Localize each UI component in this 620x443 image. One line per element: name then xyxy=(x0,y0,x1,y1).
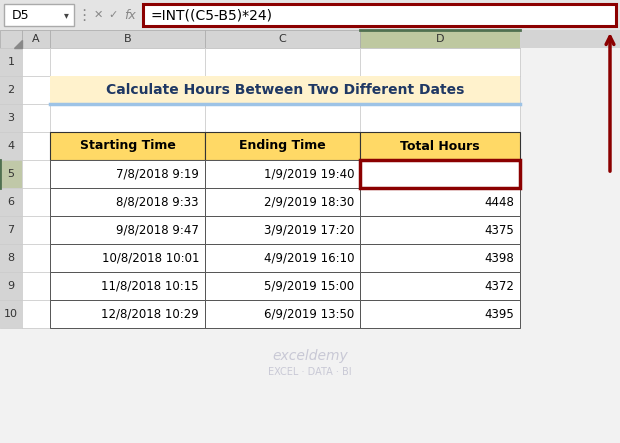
Text: EXCEL · DATA · BI: EXCEL · DATA · BI xyxy=(268,367,352,377)
Text: 8: 8 xyxy=(7,253,14,263)
Bar xyxy=(50,30,205,48)
Bar xyxy=(50,300,205,328)
Text: 4448: 4448 xyxy=(484,195,514,209)
Bar xyxy=(50,216,205,244)
Bar xyxy=(520,48,620,328)
Bar xyxy=(360,272,520,300)
Text: 4372: 4372 xyxy=(484,280,514,292)
Polygon shape xyxy=(14,40,22,48)
Text: 7: 7 xyxy=(7,225,14,235)
Text: 4395: 4395 xyxy=(484,307,514,320)
Text: 2: 2 xyxy=(7,85,14,95)
Text: 11/8/2018 10:15: 11/8/2018 10:15 xyxy=(102,280,199,292)
Text: 9: 9 xyxy=(7,281,14,291)
Text: Ending Time: Ending Time xyxy=(239,140,326,152)
Text: exceldemy: exceldemy xyxy=(272,349,348,363)
Bar xyxy=(360,300,520,328)
Text: 4375: 4375 xyxy=(484,224,514,237)
Bar xyxy=(50,132,205,160)
Bar xyxy=(360,160,520,188)
Bar xyxy=(205,188,360,216)
Text: ▾: ▾ xyxy=(64,10,68,20)
Text: ⋮: ⋮ xyxy=(76,8,92,23)
Bar xyxy=(360,30,520,48)
Bar xyxy=(205,216,360,244)
Text: 1/9/2019 19:40: 1/9/2019 19:40 xyxy=(264,167,354,180)
Text: Calculate Hours Between Two Different Dates: Calculate Hours Between Two Different Da… xyxy=(106,83,464,97)
Text: 4450: 4450 xyxy=(484,167,514,180)
Text: 7/8/2018 9:19: 7/8/2018 9:19 xyxy=(116,167,199,180)
Text: fx: fx xyxy=(124,8,136,22)
Bar xyxy=(0,48,22,328)
Bar xyxy=(360,188,520,216)
Text: 6/9/2019 13:50: 6/9/2019 13:50 xyxy=(264,307,354,320)
Bar xyxy=(205,272,360,300)
Bar xyxy=(22,48,520,328)
Bar xyxy=(50,272,205,300)
Bar xyxy=(0,30,620,48)
Bar xyxy=(205,160,360,188)
Text: D5: D5 xyxy=(12,8,30,22)
Bar xyxy=(4,4,74,26)
Text: Starting Time: Starting Time xyxy=(79,140,175,152)
Text: 4398: 4398 xyxy=(484,252,514,264)
Text: C: C xyxy=(278,34,286,44)
Text: ✕: ✕ xyxy=(94,10,103,20)
Bar xyxy=(360,216,520,244)
Text: B: B xyxy=(123,34,131,44)
Bar xyxy=(520,30,620,48)
Bar xyxy=(0,0,620,30)
Text: Total Hours: Total Hours xyxy=(400,140,480,152)
Text: =INT((C5-B5)*24): =INT((C5-B5)*24) xyxy=(151,8,273,22)
Bar xyxy=(205,132,360,160)
Text: 2/9/2019 18:30: 2/9/2019 18:30 xyxy=(264,195,354,209)
Text: 1: 1 xyxy=(7,57,14,67)
Bar xyxy=(50,76,520,104)
Bar xyxy=(360,160,520,188)
Bar xyxy=(22,30,50,48)
Bar xyxy=(50,244,205,272)
Text: A: A xyxy=(32,34,40,44)
Bar xyxy=(360,244,520,272)
Bar xyxy=(143,4,616,26)
Bar xyxy=(50,188,205,216)
Text: 10: 10 xyxy=(4,309,18,319)
Text: 4/9/2019 16:10: 4/9/2019 16:10 xyxy=(264,252,354,264)
Text: 8/8/2018 9:33: 8/8/2018 9:33 xyxy=(117,195,199,209)
Bar xyxy=(360,132,520,160)
Bar xyxy=(0,328,620,443)
Bar xyxy=(205,300,360,328)
Text: 3: 3 xyxy=(7,113,14,123)
Bar xyxy=(205,244,360,272)
Text: 12/8/2018 10:29: 12/8/2018 10:29 xyxy=(101,307,199,320)
Text: 4: 4 xyxy=(7,141,14,151)
Bar xyxy=(50,160,205,188)
Text: 10/8/2018 10:01: 10/8/2018 10:01 xyxy=(102,252,199,264)
Text: D: D xyxy=(436,34,445,44)
Text: 9/8/2018 9:47: 9/8/2018 9:47 xyxy=(116,224,199,237)
Text: 6: 6 xyxy=(7,197,14,207)
Text: 3/9/2019 17:20: 3/9/2019 17:20 xyxy=(264,224,354,237)
Bar xyxy=(205,30,360,48)
Text: 5: 5 xyxy=(7,169,14,179)
Text: 5/9/2019 15:00: 5/9/2019 15:00 xyxy=(264,280,354,292)
Bar xyxy=(0,30,22,48)
Text: ✓: ✓ xyxy=(108,10,118,20)
Bar xyxy=(0,160,22,188)
